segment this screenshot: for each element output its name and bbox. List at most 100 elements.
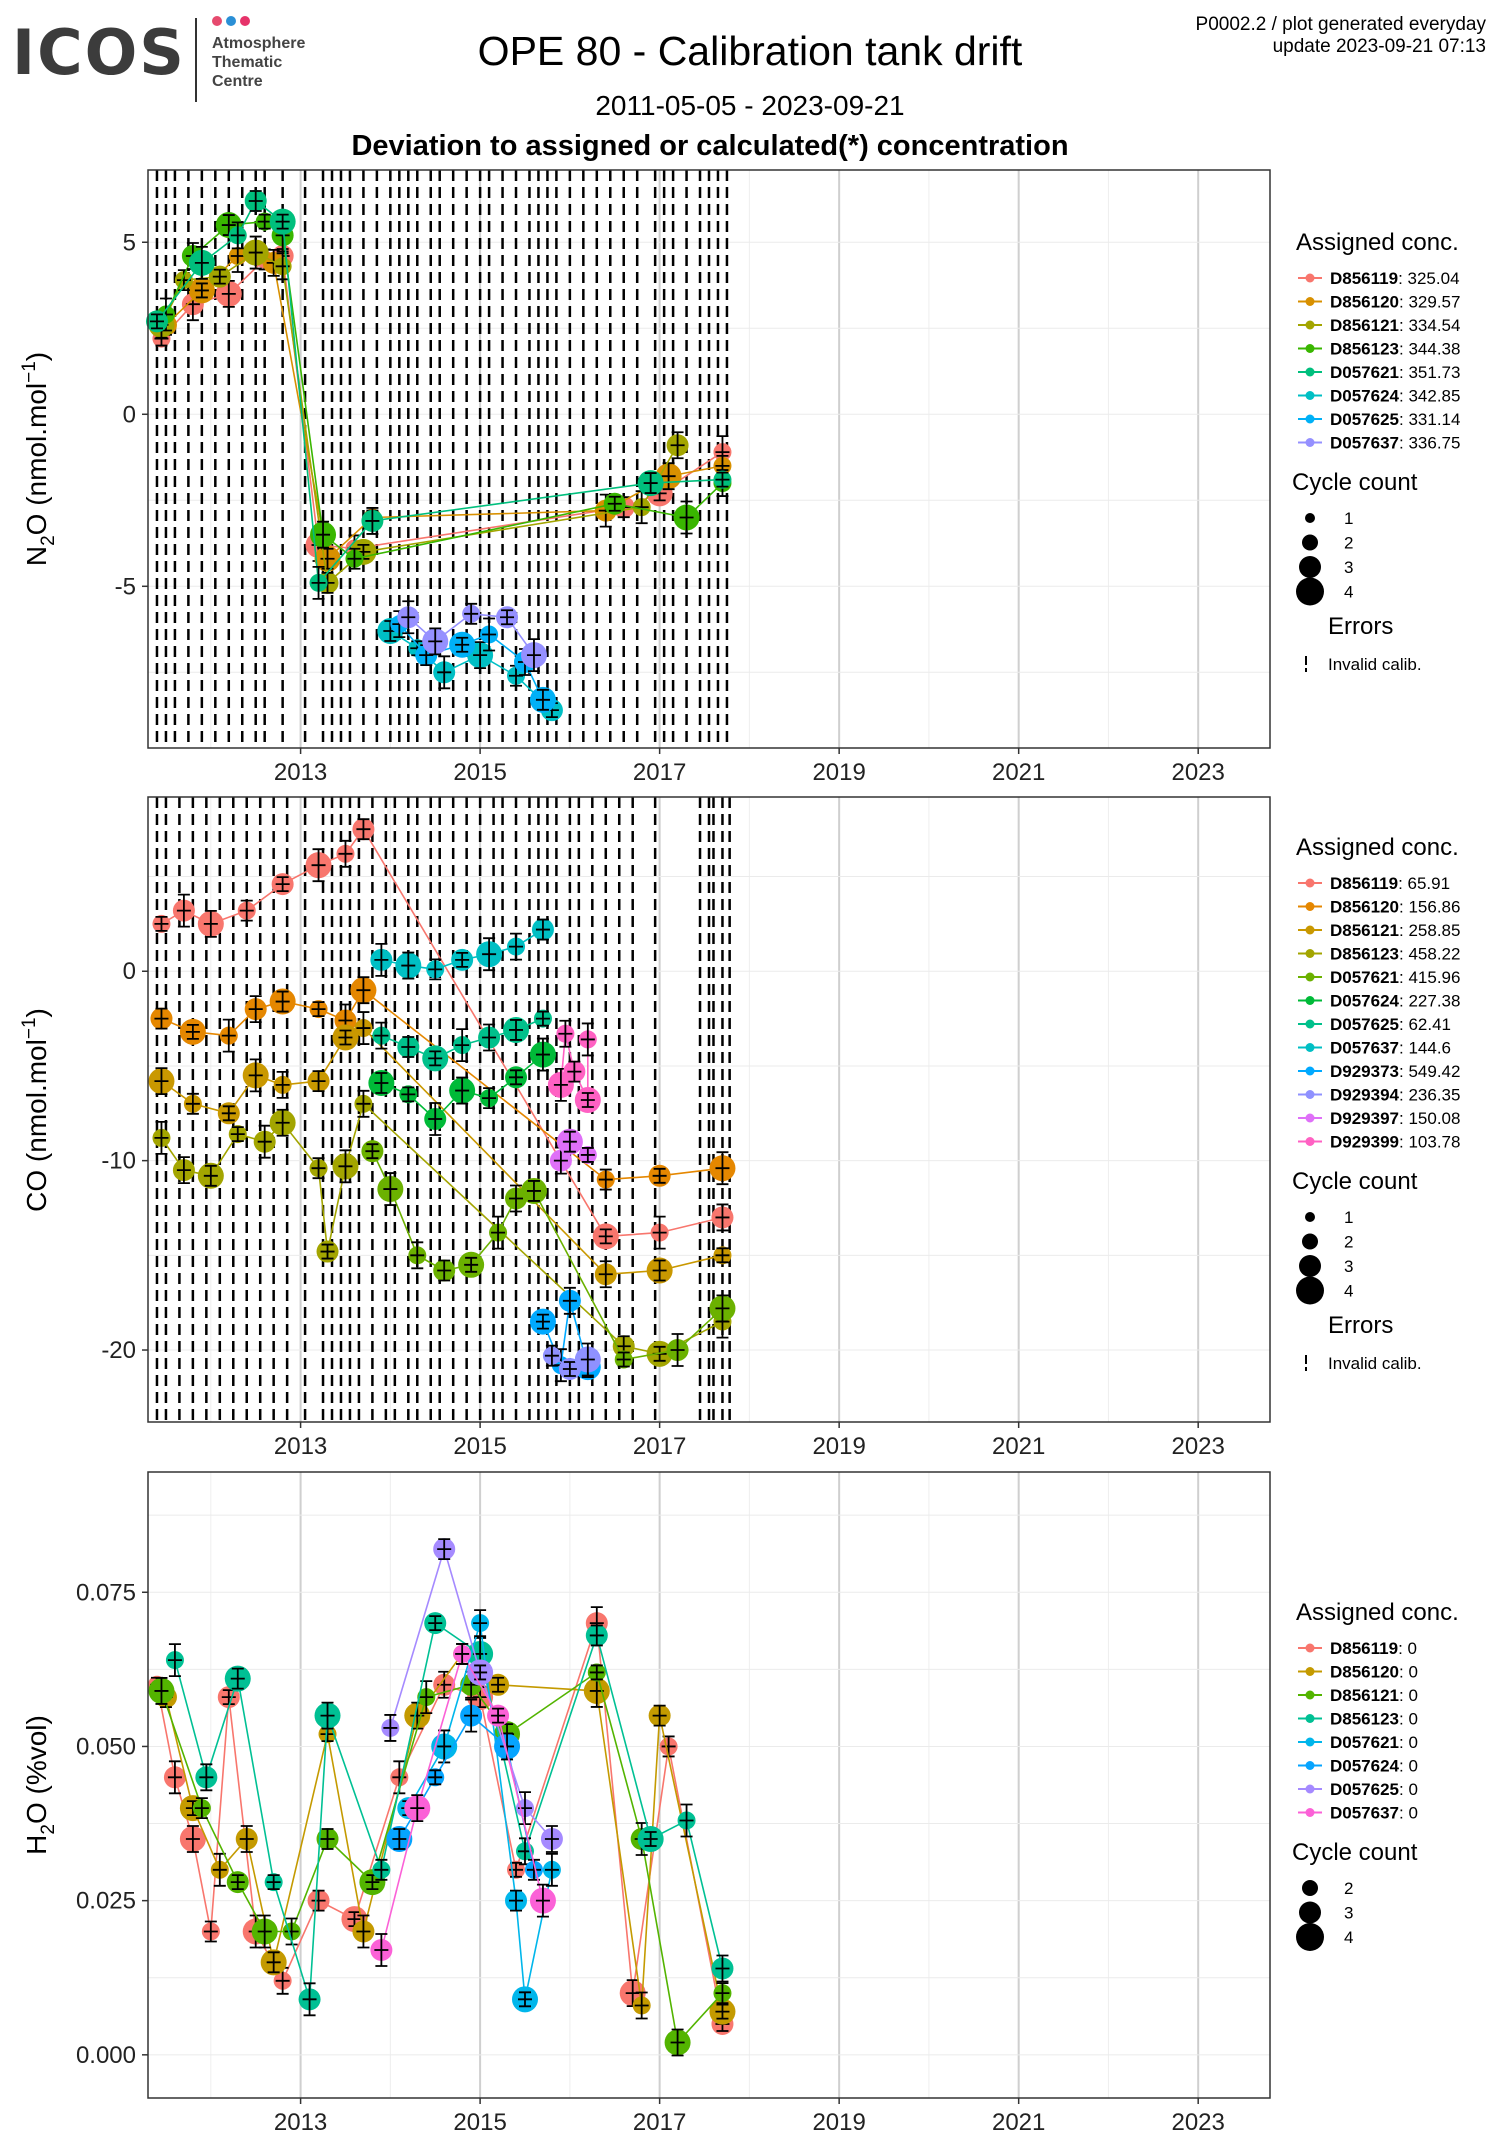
legend-item: D057624: 0 xyxy=(1330,1757,1418,1776)
error-bar xyxy=(437,1670,452,1699)
legend-item: D929394: 236.35 xyxy=(1330,1086,1460,1105)
error-bar xyxy=(185,1092,200,1115)
error-bar xyxy=(154,915,169,932)
error-bar xyxy=(464,602,479,625)
logo-sub-line: Atmosphere xyxy=(212,35,306,52)
legend-item: D856121: 334.54 xyxy=(1330,316,1460,335)
legend-item-name: D057637 xyxy=(1330,1039,1399,1058)
cycle-size-label: 2 xyxy=(1344,534,1353,553)
legend-swatch-dot xyxy=(1305,1784,1315,1794)
legend-item-name: D057637 xyxy=(1330,1804,1399,1823)
x-tick-label: 2017 xyxy=(633,759,686,786)
cycle-size-dot xyxy=(1296,1923,1324,1951)
legend-item-value: : 227.38 xyxy=(1399,992,1460,1011)
error-bar xyxy=(392,1760,407,1795)
legend-item: D057637: 0 xyxy=(1330,1804,1418,1823)
error-bar xyxy=(500,609,515,626)
error-bar xyxy=(356,1914,371,1949)
error-bar xyxy=(365,1143,380,1160)
error-bar xyxy=(194,1797,209,1820)
page-title: OPE 80 - Calibration tank drift xyxy=(477,28,1023,74)
generation-info: P0002.2 / plot generated everyday update… xyxy=(1196,14,1486,58)
legend-item-name: D856120 xyxy=(1330,898,1399,917)
legend-item-value: : 549.42 xyxy=(1399,1062,1460,1081)
error-bar xyxy=(670,431,685,460)
cycle-size-dot xyxy=(1299,1901,1321,1924)
legend-item-value: : 342.85 xyxy=(1399,387,1460,406)
error-bar xyxy=(455,636,470,653)
cycle-size-label: 1 xyxy=(1344,1208,1353,1227)
errors-legend-title: Errors xyxy=(1328,613,1393,640)
error-bar xyxy=(643,472,658,494)
error-bar xyxy=(607,495,622,512)
cycle-size-dot xyxy=(1299,1255,1321,1277)
legend-item-name: D856121 xyxy=(1330,1686,1399,1705)
error-bar xyxy=(392,1828,407,1850)
x-tick-label: 2015 xyxy=(453,759,506,786)
error-bar xyxy=(562,1361,577,1377)
x-tick-label: 2021 xyxy=(992,2109,1045,2136)
error-bar xyxy=(455,951,470,968)
cycle-size-label: 3 xyxy=(1344,1257,1353,1276)
error-bar xyxy=(374,1021,389,1050)
error-bar xyxy=(347,1911,362,1928)
y-tick-label: 0 xyxy=(123,958,136,985)
error-bar xyxy=(455,1028,470,1063)
legend-item: D856119: 325.04 xyxy=(1330,269,1460,288)
error-bar xyxy=(526,638,541,673)
cycle-size-dot xyxy=(1305,1212,1315,1222)
error-bar xyxy=(266,1951,281,1974)
legend-item-value: : 236.35 xyxy=(1399,1086,1460,1105)
error-bar xyxy=(176,893,191,928)
error-bar xyxy=(199,1763,214,1792)
error-bar xyxy=(589,1624,604,1647)
cycle-size-label: 4 xyxy=(1344,1282,1353,1301)
error-bar xyxy=(715,1151,730,1186)
legend-item-name: D057625 xyxy=(1330,410,1399,429)
cycle-size-label: 1 xyxy=(1344,509,1353,528)
error-bar xyxy=(257,213,272,230)
error-bar xyxy=(365,1874,380,1891)
error-bar xyxy=(275,1108,290,1137)
error-bar xyxy=(500,1732,515,1761)
error-bar xyxy=(473,1637,488,1671)
legend-item-name: D057637 xyxy=(1330,434,1399,453)
error-bar xyxy=(230,221,245,250)
error-bar xyxy=(154,1677,169,1705)
legend-item-value: : 329.57 xyxy=(1399,293,1460,312)
legend-swatch-dot xyxy=(1305,1090,1315,1099)
error-bar xyxy=(266,248,281,277)
error-bar xyxy=(338,1029,353,1046)
error-bar xyxy=(401,951,416,980)
legend-item-value: : 258.85 xyxy=(1399,921,1460,940)
error-bar xyxy=(230,1126,245,1143)
error-bar xyxy=(616,1335,631,1358)
legend-swatch-dot xyxy=(1305,1643,1315,1653)
error-bar xyxy=(509,1861,524,1878)
cycle-size-dot xyxy=(1296,577,1324,606)
legend-swatch-dot xyxy=(1305,1043,1315,1052)
y-label-sup: −1 xyxy=(19,361,40,383)
error-bar xyxy=(221,1689,236,1706)
x-tick-label: 2017 xyxy=(633,1433,686,1460)
error-bar xyxy=(320,1828,335,1850)
legend-swatch-dot xyxy=(1305,1690,1315,1700)
legend-item-name: D856119 xyxy=(1330,1639,1398,1658)
error-bar xyxy=(275,1070,290,1099)
error-bar xyxy=(437,1729,452,1764)
error-bar xyxy=(437,655,452,690)
legend-item-value: : 0 xyxy=(1399,1804,1418,1823)
error-bar xyxy=(464,1256,479,1273)
legend-item: D856123: 458.22 xyxy=(1330,945,1460,964)
error-bar xyxy=(437,1538,452,1560)
error-bar xyxy=(473,1664,488,1681)
error-bar xyxy=(535,918,550,941)
error-bar xyxy=(185,1023,200,1040)
error-bar xyxy=(311,1157,326,1180)
error-bar xyxy=(158,297,173,332)
error-bar xyxy=(558,1019,573,1048)
update-line: update 2023-09-21 07:13 xyxy=(1272,36,1486,57)
error-bar xyxy=(567,1060,582,1083)
error-bar xyxy=(257,1914,272,1949)
